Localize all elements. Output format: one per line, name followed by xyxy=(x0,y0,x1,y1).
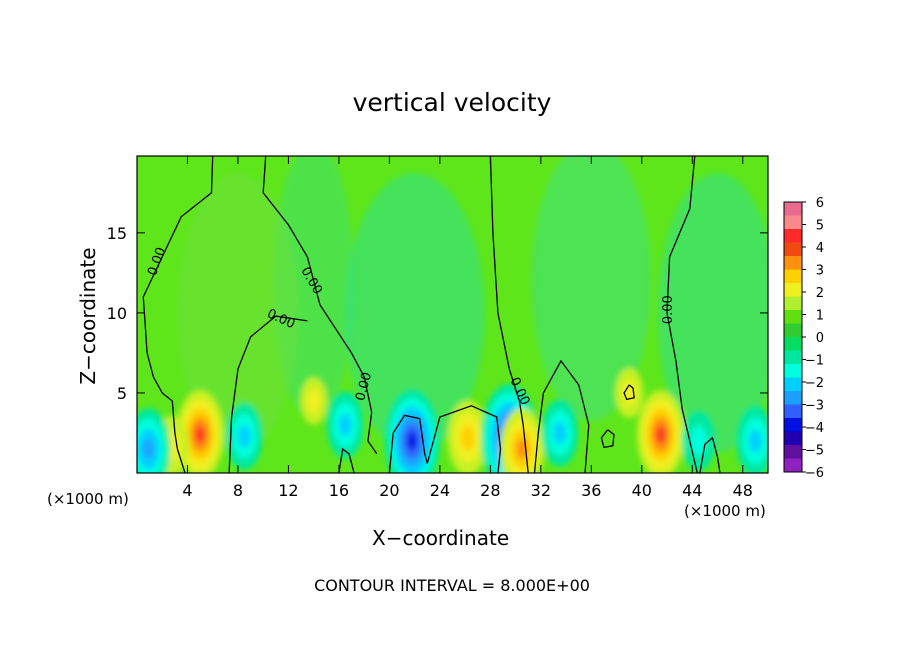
colorbar-swatch xyxy=(784,215,802,230)
plot-area: 0.000.000.000.00 0.000.00 xyxy=(137,156,768,473)
x-tick-label: 20 xyxy=(379,481,399,500)
zero-contour-line xyxy=(228,315,308,473)
colorbar-swatch xyxy=(784,364,802,378)
colorbar-swatch xyxy=(784,458,802,473)
colorbar-swatch xyxy=(784,229,802,243)
colorbar-swatch xyxy=(784,445,802,459)
velocity-field xyxy=(137,156,768,473)
colorbar-tick-label: 1 xyxy=(816,309,824,324)
zero-contour-line xyxy=(489,156,529,473)
x-tick-label: 32 xyxy=(531,481,551,500)
contour-label: 0.00 xyxy=(353,371,375,403)
plot-frame xyxy=(136,155,769,474)
colorbar-swatch xyxy=(784,350,802,365)
updraft-cell xyxy=(195,425,205,444)
chart-title: vertical velocity xyxy=(352,88,552,117)
colorbar-tick-label: 5 xyxy=(816,219,824,234)
x-axis-label: X−coordinate xyxy=(372,526,510,550)
background-band xyxy=(344,172,485,453)
colorbar-tick-label: −2 xyxy=(805,376,824,391)
contour-interval-note: CONTOUR INTERVAL = 8.000E+00 xyxy=(314,576,590,595)
colorbar-swatch xyxy=(784,377,802,392)
x-ticks: 4 8 12 16 20 24 28 32 36 40 44 48 xyxy=(182,156,753,500)
colorbar-swatch xyxy=(784,256,802,270)
zero-contour-line xyxy=(699,436,721,473)
downdraft-cell xyxy=(690,425,707,456)
zero-contour-line xyxy=(533,359,590,473)
zero-contour-line xyxy=(426,405,502,473)
colorbar-swatch xyxy=(784,283,802,297)
y-tick-label: 15 xyxy=(107,224,127,243)
colorbar-swatch xyxy=(784,310,802,324)
y-tick-label: 10 xyxy=(107,304,127,323)
colorbar-tick-label: −6 xyxy=(805,466,824,481)
downdraft-cell xyxy=(553,421,566,445)
colorbar-tick-label: −4 xyxy=(805,421,824,436)
colorbar-tick-label: −1 xyxy=(805,354,824,369)
zero-contour-line xyxy=(171,400,186,473)
x-tick-label: 28 xyxy=(480,481,500,500)
updraft-cell xyxy=(306,389,321,413)
downdraft-cell xyxy=(407,432,417,450)
background-band xyxy=(531,156,652,421)
colorbar-swatch xyxy=(784,337,802,351)
x-tick-label: 12 xyxy=(278,481,298,500)
downdraft-cell xyxy=(142,438,154,460)
x-tick-label: 24 xyxy=(430,481,450,500)
colorbar-tick-label: 4 xyxy=(816,241,824,256)
updraft-cell xyxy=(460,425,475,451)
zero-contour-line xyxy=(600,429,615,449)
updraft-cell xyxy=(622,380,637,406)
x-tick-label: 44 xyxy=(682,481,702,500)
x-tick-label: 4 xyxy=(182,481,192,500)
colorbar-swatch xyxy=(784,202,802,216)
x-tick-label: 8 xyxy=(233,481,243,500)
background-band xyxy=(177,172,298,453)
colorbar-swatch xyxy=(784,418,802,432)
zero-contour-line xyxy=(388,414,428,473)
colorbar-tick-label: −3 xyxy=(805,399,824,414)
contour-label: 0.00 xyxy=(661,295,676,324)
x-unit-right: (×1000 m) xyxy=(684,502,766,520)
x-tick-label: 16 xyxy=(329,481,349,500)
zero-contour-line xyxy=(142,156,214,402)
zero-contour-line xyxy=(338,447,355,473)
background-band xyxy=(657,172,768,453)
colorbar: 6 5 4 3 2 1 0 −1 −2 −3 −4 −5 −6 xyxy=(783,196,824,481)
downdraft-cell xyxy=(749,429,762,453)
colorbar-swatch xyxy=(784,242,802,257)
colorbar-swatch xyxy=(784,431,802,446)
x-tick-label: 40 xyxy=(632,481,652,500)
x-unit-left: (×1000 m) xyxy=(47,490,129,508)
colorbar-swatch xyxy=(784,269,802,284)
zero-contour-line xyxy=(623,384,635,401)
colorbar-tick-label: 3 xyxy=(816,264,824,279)
y-tick-label: 5 xyxy=(117,384,127,403)
downdraft-cell xyxy=(339,413,352,437)
colorbar-swatch xyxy=(784,391,802,405)
colorbar-tick-label: 2 xyxy=(816,286,824,301)
x-tick-label: 48 xyxy=(733,481,753,500)
colorbar-tick-label: −5 xyxy=(805,444,824,459)
downdraft-cell xyxy=(238,424,251,448)
colorbar-swatch xyxy=(784,404,802,419)
zero-contours xyxy=(142,156,721,473)
zero-contour-line xyxy=(666,156,698,473)
colorbar-swatch xyxy=(784,296,802,311)
x-tick-label: 36 xyxy=(581,481,601,500)
updraft-cell xyxy=(655,425,666,444)
colorbar-tick-label: 6 xyxy=(816,196,824,211)
zero-contour-line xyxy=(262,156,378,455)
colorbar-swatch xyxy=(784,323,802,338)
y-ticks: 5 10 15 xyxy=(107,224,768,403)
colorbar-tick-label: 0 xyxy=(816,331,824,346)
